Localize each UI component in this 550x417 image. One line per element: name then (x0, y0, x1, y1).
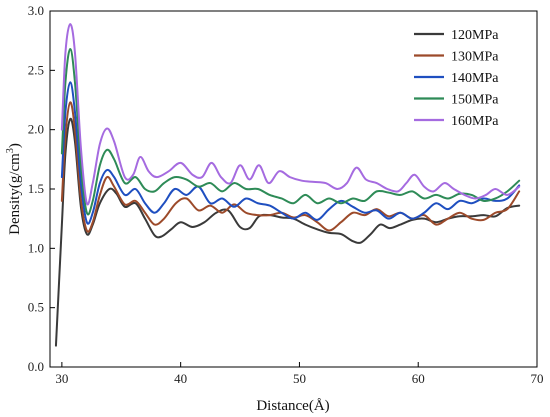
x-tick-label: 30 (55, 371, 68, 386)
x-axis-title: Distance(Å) (256, 398, 329, 414)
series-line-160mpa (60, 23, 521, 206)
series-line-130mpa (60, 101, 521, 233)
y-tick-label: 2.5 (28, 62, 44, 77)
series-line-140mpa (60, 81, 521, 225)
y-axis-title-main: Density(g/cm (7, 153, 23, 235)
x-tick-label: 40 (174, 371, 187, 386)
x-axis: 30 40 50 60 70 (55, 362, 544, 386)
y-tick-label: 0.0 (28, 359, 44, 374)
y-tick-label: 0.5 (28, 300, 44, 315)
y-axis-title-close: ) (7, 143, 23, 148)
legend-label: 140MPa (451, 71, 499, 86)
x-tick-label: 60 (412, 371, 425, 386)
y-axis: 0.0 0.5 1.0 1.5 2.0 2.5 3.0 (28, 3, 55, 374)
y-tick-label: 3.0 (28, 3, 44, 18)
y-tick-label: 2.0 (28, 122, 44, 137)
legend-label: 120MPa (451, 28, 499, 43)
x-tick-label: 50 (293, 371, 306, 386)
legend-label: 150MPa (451, 93, 499, 108)
y-axis-title: Density(g/cm3) (5, 143, 23, 235)
series-line-120mpa (54, 117, 521, 347)
legend-label: 160MPa (451, 114, 499, 129)
x-tick-label: 70 (531, 371, 544, 386)
y-axis-title-sup: 3 (5, 148, 16, 153)
legend: 120MPa 130MPa 140MPa 150MPa 160MPa (414, 28, 499, 129)
y-tick-label: 1.0 (28, 240, 44, 255)
y-tick-label: 1.5 (28, 181, 44, 196)
series-layer (54, 23, 521, 347)
legend-label: 130MPa (451, 50, 499, 65)
series-line-150mpa (60, 47, 521, 216)
